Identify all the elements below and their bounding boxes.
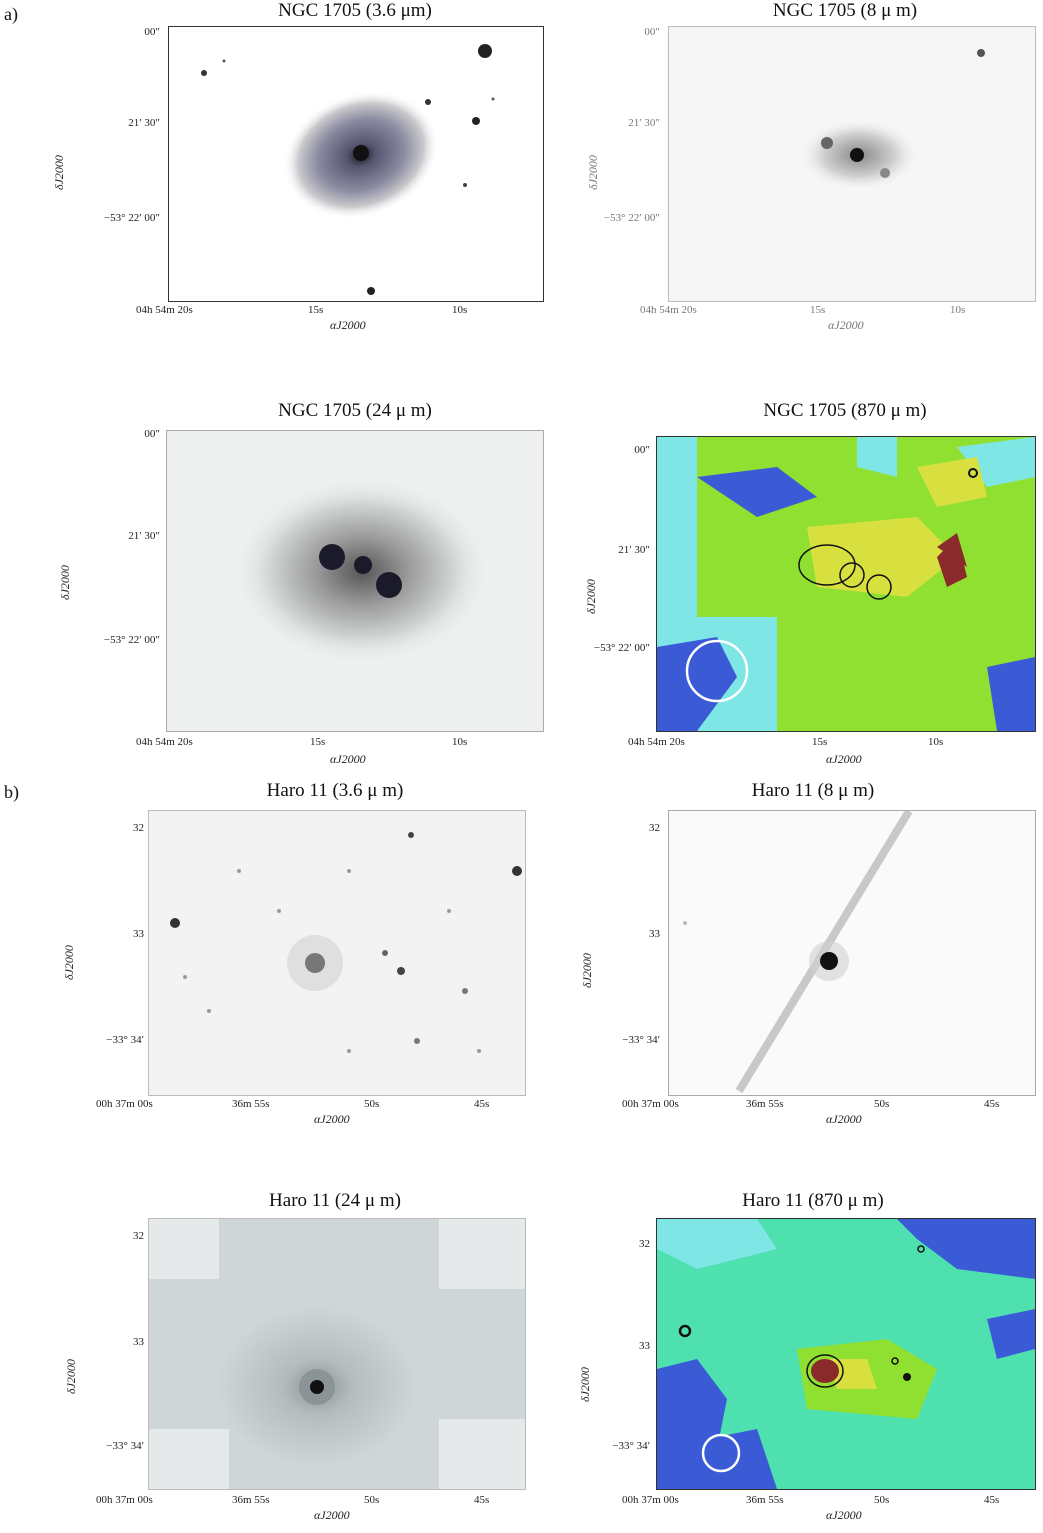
- section-label-a: a): [4, 4, 18, 24]
- y-axis-label: δJ2000: [64, 1359, 78, 1394]
- xtick: 50s: [364, 1494, 380, 1506]
- ytick: −33° 34′: [106, 1440, 144, 1452]
- x-axis-label: αJ2000: [314, 1508, 350, 1522]
- x-axis-label: αJ2000: [826, 752, 862, 766]
- image-haro11-3-6um: [148, 810, 526, 1096]
- ytick: −33° 34′: [612, 1440, 650, 1452]
- y-axis-label: δJ2000: [52, 155, 66, 190]
- xtick: 50s: [874, 1098, 890, 1110]
- ytick: −33° 34′: [622, 1034, 660, 1046]
- xtick: 10s: [928, 736, 944, 748]
- xtick: 15s: [812, 736, 828, 748]
- ytick: −53° 22′ 00″: [103, 634, 160, 646]
- xtick: 10s: [452, 304, 468, 316]
- y-axis-label: δJ2000: [58, 565, 72, 600]
- xtick: 50s: [874, 1494, 890, 1506]
- x-axis-label: αJ2000: [826, 1112, 862, 1126]
- xtick: 36m 55s: [746, 1494, 784, 1506]
- panel-title: NGC 1705 (870 μ m): [763, 400, 927, 421]
- image-haro11-8um: [668, 810, 1036, 1096]
- xtick: 04h 54m 20s: [136, 304, 193, 316]
- image-ngc1705-24um: [166, 430, 544, 732]
- y-axis-label: δJ2000: [586, 155, 600, 190]
- xtick: 15s: [310, 736, 326, 748]
- panel-title: Haro 11 (24 μ m): [269, 1190, 401, 1211]
- xtick: 04h 54m 20s: [628, 736, 685, 748]
- xtick: 36m 55s: [232, 1098, 270, 1110]
- ytick: 33: [639, 1340, 650, 1352]
- image-ngc1705-3-6um: [168, 26, 544, 302]
- x-axis-label: αJ2000: [826, 1508, 862, 1522]
- xtick: 00h 37m 00s: [622, 1098, 679, 1110]
- xtick: 04h 54m 20s: [640, 304, 697, 316]
- y-axis-label: δJ2000: [62, 945, 76, 980]
- image-ngc1705-8um: [668, 26, 1036, 302]
- x-axis-label: αJ2000: [330, 318, 366, 332]
- xtick: 45s: [984, 1494, 1000, 1506]
- ytick: 00″: [634, 444, 650, 456]
- xtick: 00h 37m 00s: [96, 1494, 153, 1506]
- xtick: 04h 54m 20s: [136, 736, 193, 748]
- xtick: 00h 37m 00s: [96, 1098, 153, 1110]
- ytick: 33: [133, 1336, 144, 1348]
- xtick: 36m 55s: [746, 1098, 784, 1110]
- ytick: 00″: [144, 428, 160, 440]
- ytick: 32: [133, 1230, 144, 1242]
- xtick: 10s: [452, 736, 468, 748]
- ytick: −53° 22′ 00″: [593, 642, 650, 654]
- ytick: 33: [649, 928, 660, 940]
- image-ngc1705-870um: [656, 436, 1036, 732]
- x-axis-label: αJ2000: [828, 318, 864, 332]
- ytick: 21′ 30″: [628, 117, 660, 129]
- xtick: 15s: [308, 304, 324, 316]
- x-axis-label: αJ2000: [314, 1112, 350, 1126]
- xtick: 45s: [474, 1098, 490, 1110]
- ytick: 00″: [644, 26, 660, 38]
- ytick: −33° 34′: [106, 1034, 144, 1046]
- image-haro11-870um: [656, 1218, 1036, 1490]
- y-axis-label: δJ2000: [580, 953, 594, 988]
- ytick: 32: [639, 1238, 650, 1250]
- y-axis-label: δJ2000: [578, 1367, 592, 1402]
- image-haro11-24um: [148, 1218, 526, 1490]
- ytick: −53° 22′ 00″: [103, 212, 160, 224]
- xtick: 50s: [364, 1098, 380, 1110]
- xtick: 45s: [474, 1494, 490, 1506]
- panel-title: NGC 1705 (8 μ m): [772, 0, 918, 21]
- y-axis-label: δJ2000: [584, 579, 598, 614]
- panel-title: Haro 11 (870 μ m): [742, 1190, 884, 1211]
- ytick: 33: [133, 928, 144, 940]
- panel-title: NGC 1705 (24 μ m): [278, 400, 432, 421]
- ytick: 32: [649, 822, 660, 834]
- xtick: 36m 55s: [232, 1494, 270, 1506]
- ytick: 21′ 30″: [618, 544, 650, 556]
- ytick: 00″: [144, 26, 160, 38]
- ytick: −53° 22′ 00″: [603, 212, 660, 224]
- panel-title: Haro 11 (3.6 μ m): [266, 780, 404, 801]
- xtick: 45s: [984, 1098, 1000, 1110]
- xtick: 10s: [950, 304, 966, 316]
- xtick: 00h 37m 00s: [622, 1494, 679, 1506]
- panel-title: NGC 1705 (3.6 μm): [278, 0, 432, 21]
- xtick: 15s: [810, 304, 826, 316]
- ytick: 21′ 30″: [128, 530, 160, 542]
- panel-title: Haro 11 (8 μ m): [751, 780, 875, 801]
- ytick: 21′ 30″: [128, 117, 160, 129]
- x-axis-label: αJ2000: [330, 752, 366, 766]
- ytick: 32: [133, 822, 144, 834]
- section-label-b: b): [4, 782, 19, 802]
